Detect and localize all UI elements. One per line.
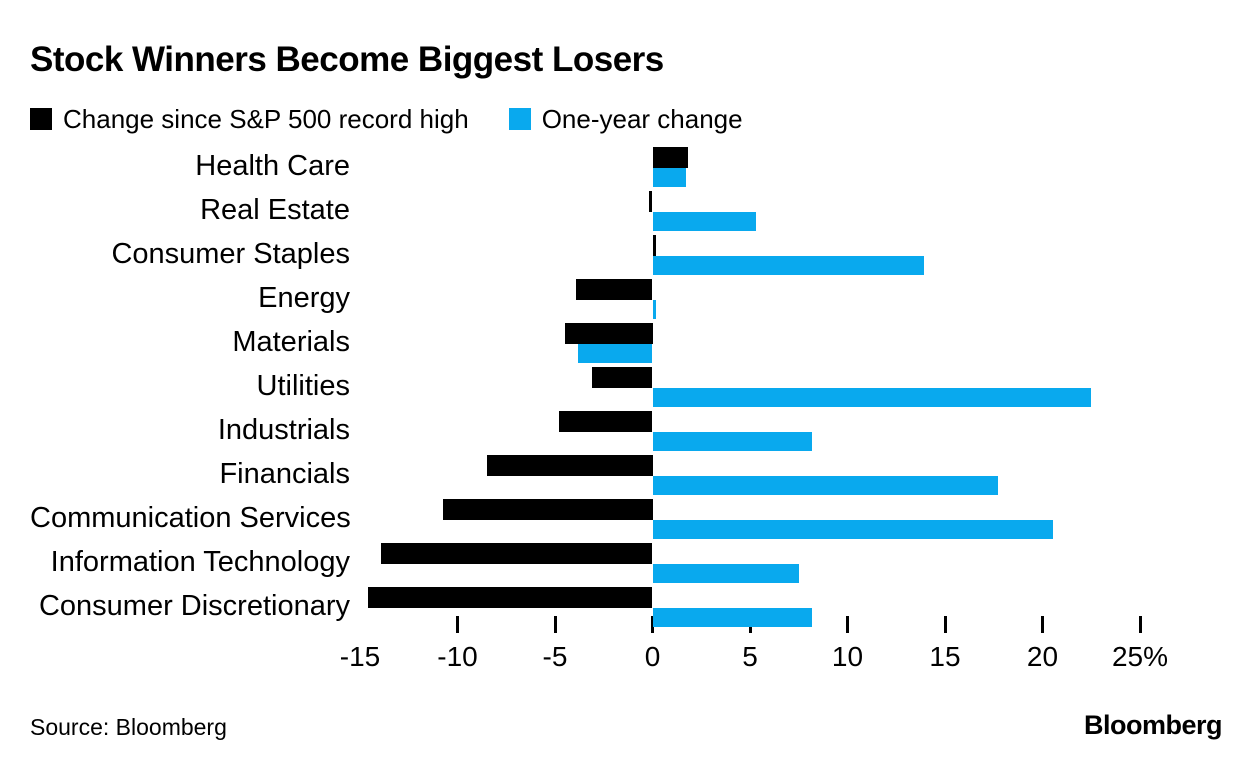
bar-one-year-change	[652, 476, 998, 495]
bar-change-since-record-high	[652, 147, 688, 168]
plot-area	[360, 277, 1206, 321]
category-label: Materials	[232, 326, 350, 358]
bar-one-year-change	[652, 300, 657, 319]
category-label: Real Estate	[200, 194, 350, 226]
plot-area	[360, 453, 1206, 497]
chart-row: Consumer Staples	[30, 233, 1206, 277]
category-label: Industrials	[217, 414, 350, 446]
bar-change-since-record-high	[564, 323, 653, 344]
chart-row: Utilities	[30, 365, 1206, 409]
plot-area	[360, 365, 1206, 409]
axis-tick-label: -10	[437, 641, 478, 672]
axis-tick	[456, 616, 459, 633]
chart-row: Communication Services	[30, 497, 1206, 541]
bar-change-since-record-high	[367, 587, 653, 608]
axis-tick	[1138, 616, 1142, 633]
chart-row: Health Care	[30, 145, 1206, 189]
bar-one-year-change	[578, 344, 653, 363]
bar-one-year-change	[652, 564, 799, 583]
category-label: Energy	[258, 282, 350, 314]
axis-tick-label: -5	[542, 641, 568, 672]
bar-change-since-record-high	[381, 543, 653, 564]
axis-tick-label: 20	[1026, 641, 1059, 672]
axis-tick	[1041, 616, 1044, 633]
plot-area	[360, 585, 1206, 629]
axis-tick-label: 25%	[1111, 641, 1169, 672]
axis-tick	[553, 616, 557, 633]
legend-label: Change since S&P 500 record high	[63, 104, 469, 134]
bloomberg-logo: Bloomberg	[1083, 710, 1223, 740]
plot-area	[360, 145, 1206, 189]
chart-row: Industrials	[30, 409, 1206, 453]
legend-swatch-black	[30, 108, 52, 130]
legend-item-one-year: One-year change	[508, 104, 743, 134]
legend: Change since S&P 500 record high One-yea…	[30, 106, 743, 132]
chart-row: Consumer Discretionary	[30, 585, 1206, 629]
chart-title: Stock Winners Become Biggest Losers	[30, 40, 664, 79]
bar-chart: -15 -10 -5 0 5 10 15 20 25% Health Care Real Esta…	[30, 145, 1206, 690]
bar-one-year-change	[652, 388, 1092, 407]
chart-row: Energy	[30, 277, 1206, 321]
chart-row: Real Estate	[30, 189, 1206, 233]
category-label: Utilities	[256, 370, 350, 402]
plot-area	[360, 189, 1206, 233]
category-label: Financials	[219, 458, 350, 490]
category-label: Communication Services	[30, 502, 351, 534]
legend-label: One-year change	[541, 104, 743, 134]
bar-change-since-record-high	[576, 279, 653, 300]
category-label: Information Technology	[50, 546, 350, 578]
bar-one-year-change	[652, 168, 686, 187]
bar-one-year-change	[652, 608, 813, 627]
chart-row: Materials	[30, 321, 1206, 365]
bar-one-year-change	[652, 212, 756, 231]
bar-change-since-record-high	[486, 455, 653, 476]
chart-row: Financials	[30, 453, 1206, 497]
axis-tick-label: 0	[644, 641, 661, 672]
legend-swatch-blue	[508, 108, 531, 130]
plot-area	[360, 409, 1206, 453]
plot-area	[360, 233, 1206, 277]
chart-rows: Health Care Real Estate Consumer Staples En…	[30, 145, 1206, 629]
axis-tick	[943, 616, 947, 633]
category-label: Consumer Discretionary	[38, 590, 350, 622]
bar-change-since-record-high	[558, 411, 653, 432]
plot-area	[360, 321, 1206, 365]
plot-area	[361, 497, 1206, 541]
bar-one-year-change	[653, 520, 1053, 539]
axis-tick-label: 15	[929, 641, 961, 672]
category-label: Health Care	[195, 150, 350, 182]
chart-row: Information Technology	[30, 541, 1206, 585]
axis-tick-label: 5	[742, 641, 758, 672]
bar-change-since-record-high	[442, 499, 654, 520]
bar-change-since-record-high	[652, 235, 657, 256]
legend-item-record-high: Change since S&P 500 record high	[30, 106, 469, 132]
category-label: Consumer Staples	[111, 238, 350, 270]
source-note: Source: Bloomberg	[30, 714, 227, 740]
plot-area	[360, 541, 1206, 585]
bar-change-since-record-high	[592, 367, 653, 388]
bar-one-year-change	[652, 432, 813, 451]
axis-tick-label: 10	[831, 641, 864, 672]
x-axis: -15 -10 -5 0 5 10 15 20 25%	[340, 145, 1206, 690]
axis-tick-label: -15	[339, 641, 381, 672]
bar-one-year-change	[652, 256, 924, 275]
bar-change-since-record-high	[648, 191, 653, 212]
axis-tick	[846, 616, 849, 633]
